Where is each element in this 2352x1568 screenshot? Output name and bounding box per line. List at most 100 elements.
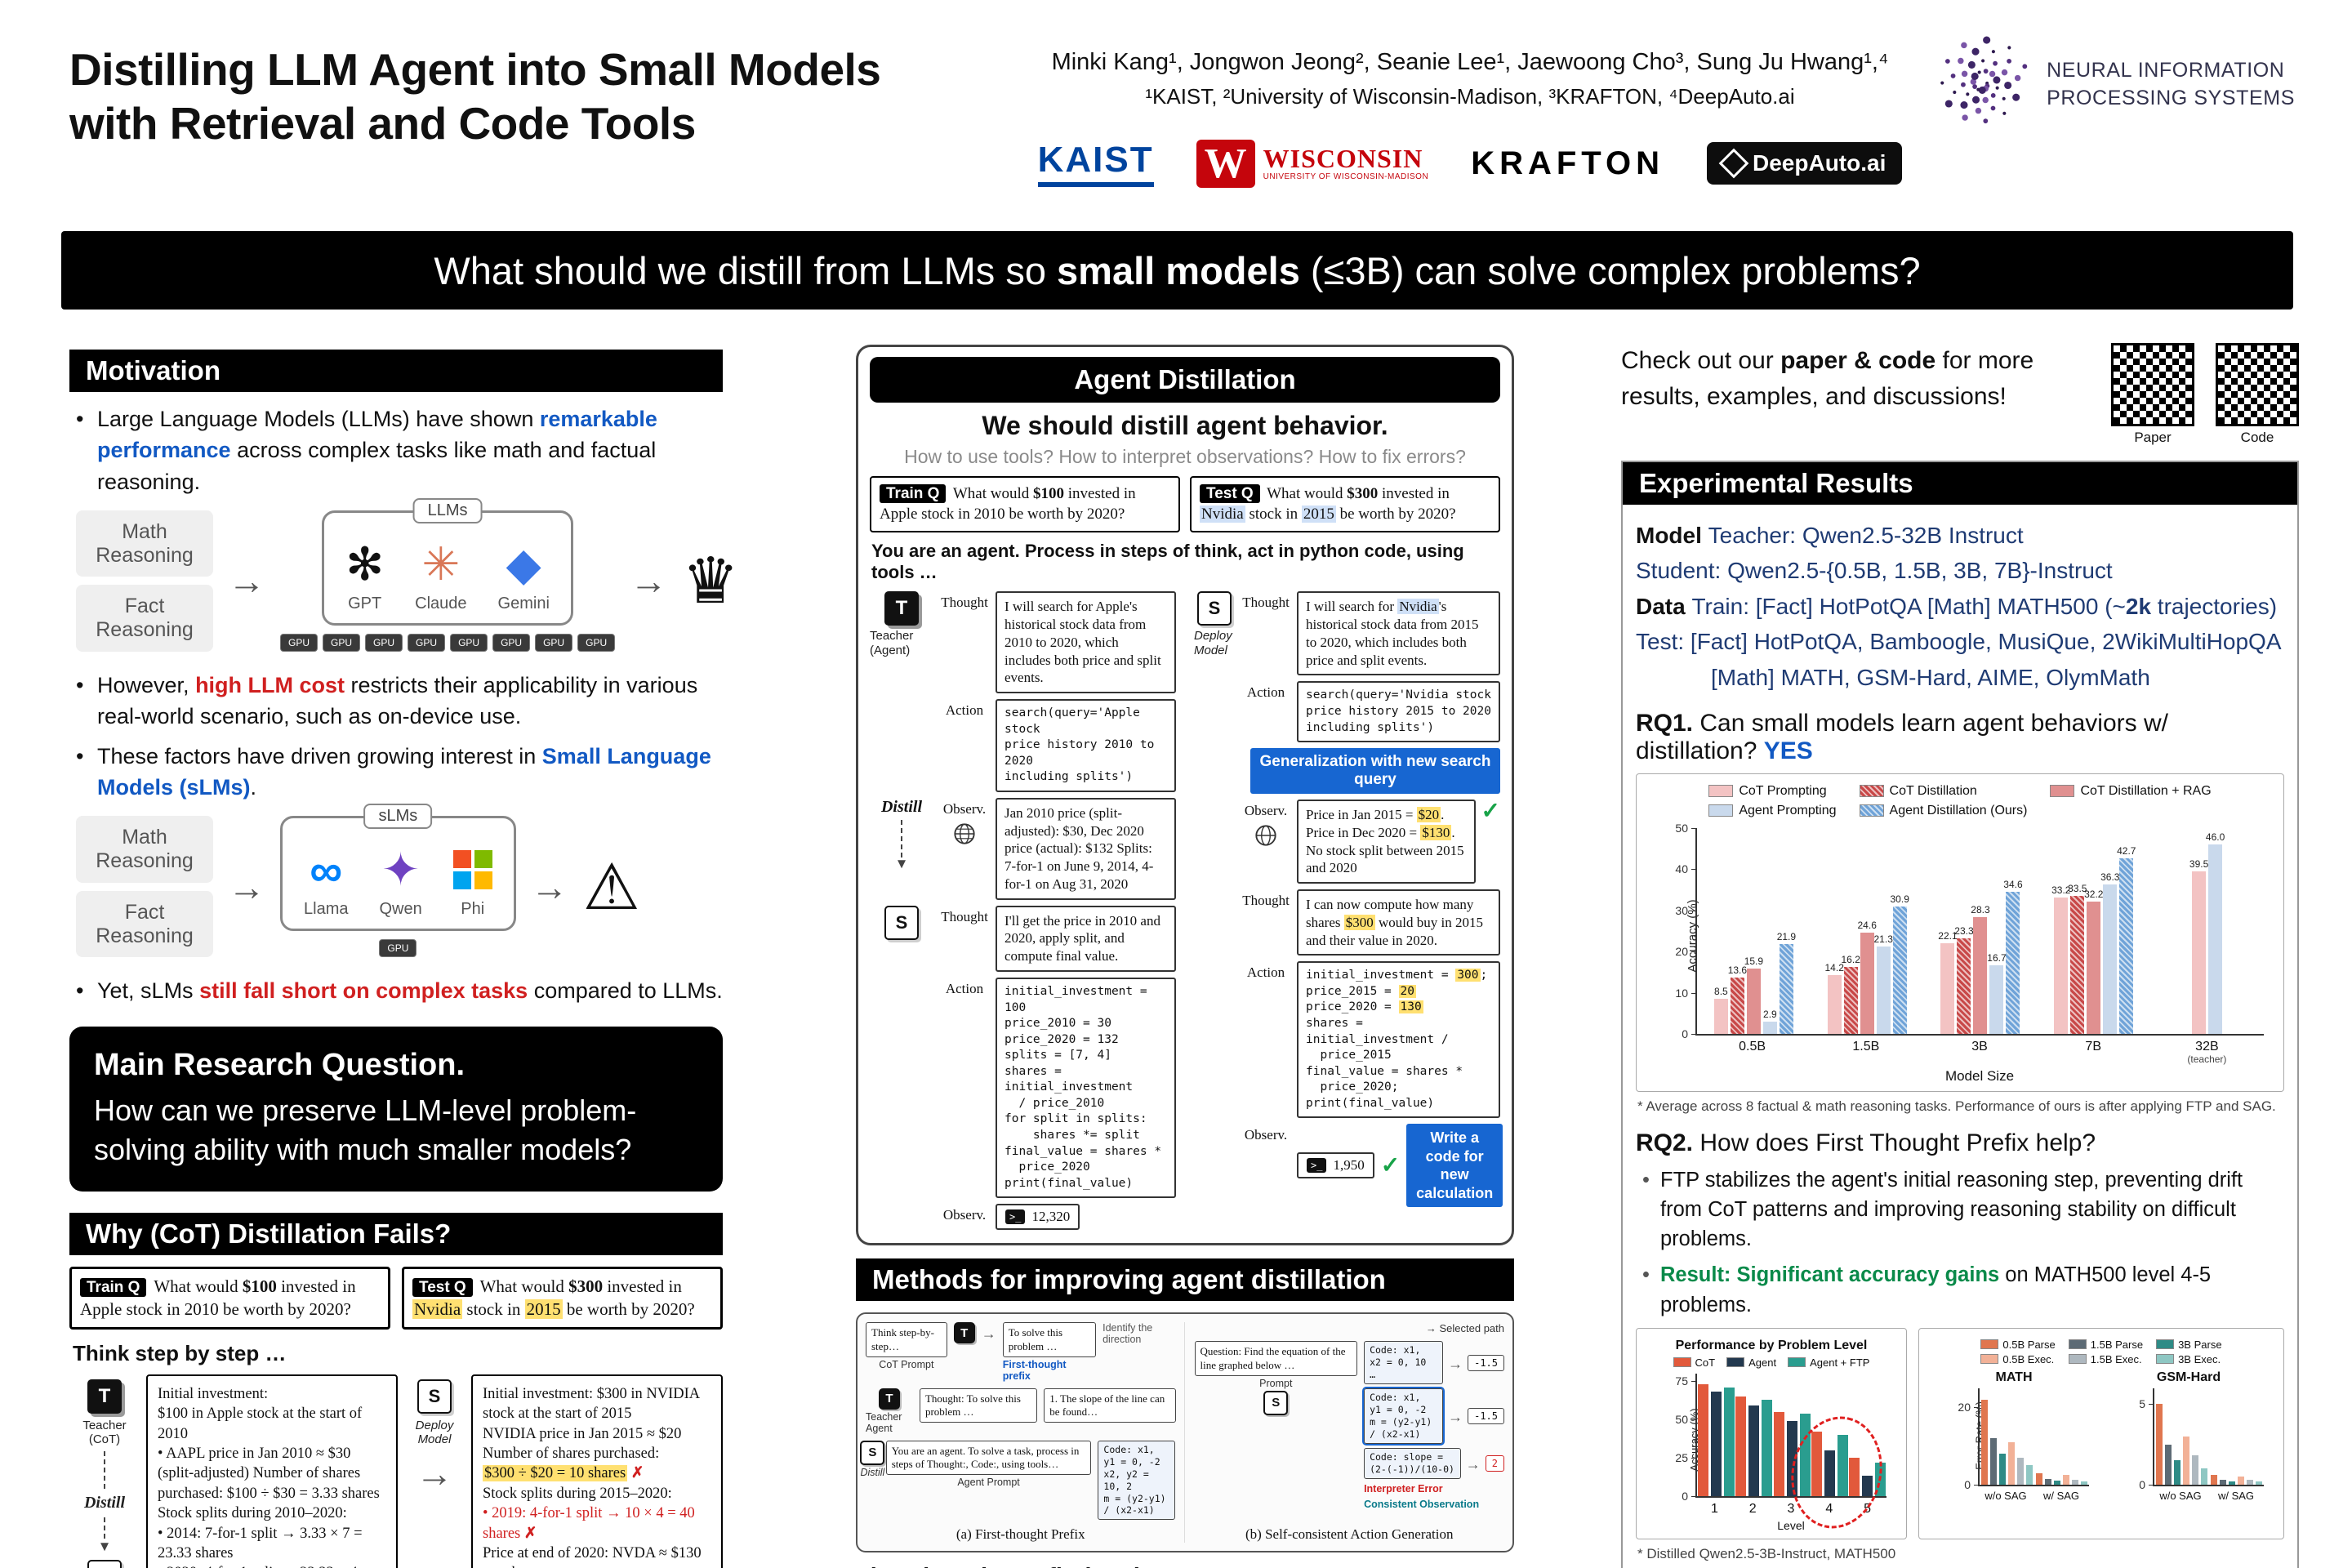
identify-direction-note: Identify the direction — [1102, 1322, 1153, 1346]
deploy-rail: S Deploy Model → — [404, 1374, 465, 1568]
deepauto-logo: DeepAuto.ai — [1707, 142, 1903, 185]
level-chart-title: Performance by Problem Level — [1675, 1338, 1868, 1352]
wisconsin-logo: W WISCONSIN UNIVERSITY OF WISCONSIN-MADI… — [1196, 139, 1429, 188]
agent-question-row: Train Q What would $100 invested in Appl… — [870, 476, 1500, 533]
deepauto-cube-icon — [1718, 148, 1749, 179]
main-research-question: Main Research Question. How can we prese… — [69, 1026, 723, 1192]
gpt-icon: ✻ — [345, 537, 385, 590]
cot-question-row: Train Q What would $100 invested in Appl… — [69, 1266, 723, 1330]
agent-questions: How to use tools? How to interpret obser… — [904, 446, 1466, 467]
experimental-results-header: Experimental Results — [1623, 462, 2297, 505]
rq2-footnote: * Distilled Qwen2.5-3B-Instruct, MATH500 — [1637, 1546, 1896, 1562]
ftp-diagram: Think step-by-step… CoT Prompt T → To so… — [860, 1322, 1185, 1544]
code-qr-code — [2216, 343, 2299, 426]
bar-group: 8.5 13.6 15.9 2.9 21.9 — [1697, 828, 1811, 1034]
thought-label: Thought — [1242, 893, 1290, 909]
gpu-row-slm: GPU — [379, 939, 417, 958]
teacher-rail: T Teacher (CoT) Distill ▼ S — [69, 1374, 140, 1568]
sag-diagram-caption: (b) Self-consistent Action Generation — [1245, 1526, 1454, 1543]
arrow-down-icon: ▼ — [894, 855, 909, 871]
level-xlabel: Level — [1777, 1519, 1805, 1533]
question-box: Question: Find the equation of the line … — [1194, 1341, 1358, 1376]
bar — [2192, 1455, 2198, 1485]
bar — [1697, 1383, 1708, 1496]
gpu-row-llm: GPU GPU GPU GPU GPU GPU GPU GPU — [280, 633, 616, 652]
student-thought-1: I will search for Nvidia's historical st… — [1297, 591, 1500, 676]
teacher-agent-caption: Teacher Agent — [866, 1410, 902, 1434]
gpu-chip: GPU — [492, 633, 531, 652]
student-icon: S — [884, 905, 919, 940]
cot-distillation-diagram: T Teacher (CoT) Distill ▼ S Initial inve… — [69, 1374, 723, 1568]
bar — [2072, 1480, 2078, 1485]
bar — [1710, 1392, 1722, 1496]
neurips-text-line2: PROCESSING SYSTEMS — [2047, 87, 2295, 109]
legend-item: 1.5B Parse — [2068, 1339, 2143, 1351]
math-error-chart: MATH Error Rate (%) 0 20 w/o SAG w/ SAG — [1931, 1370, 2097, 1502]
bar — [2165, 1444, 2172, 1485]
gpu-chip: GPU — [577, 633, 616, 652]
agent-system-prompt: You are an agent. Process in steps of th… — [871, 541, 1464, 583]
rq1-plot: 0 10 20 30 40 50 8.5 13.6 15.9 2.9 21.9 14.2 16.2 24.… — [1675, 822, 2264, 1040]
bar-group — [1811, 1374, 1848, 1496]
level-legend: CoT Agent Agent + FTP — [1648, 1356, 1895, 1369]
legend-item: CoT Distillation + RAG — [2050, 784, 2212, 799]
gpu-chip: GPU — [323, 633, 361, 652]
authors: Minki Kang¹, Jongwon Jeong², Seanie Lee¹… — [1051, 49, 1889, 75]
llm-group-box: LLMs ✻ GPT ✳ Claude ◆ Gemini — [322, 497, 573, 626]
legend-item: 3B Exec. — [2156, 1353, 2221, 1365]
bar — [2045, 1478, 2051, 1485]
bar: 32.2 — [2084, 889, 2103, 1034]
legend-item: CoT Prompting — [1708, 784, 1836, 799]
distill-arrow — [901, 819, 902, 858]
teacher-agent-caption: Teacher (Agent) — [870, 629, 914, 657]
neurips-swirl-icon — [1940, 36, 2028, 124]
bar: 16.7 — [1987, 952, 2007, 1034]
action-label: Action — [1246, 684, 1285, 701]
teacher-icon: T — [884, 591, 919, 626]
bar — [1762, 1399, 1773, 1496]
slm-pipeline-diagram: Math Reasoning Fact Reasoning → sLMs ∞ L… — [76, 804, 723, 958]
distill-caption: Distill — [860, 1466, 885, 1478]
legend-item: 1.5B Exec. — [2068, 1353, 2143, 1365]
legend-item: CoT Distillation — [1859, 784, 2028, 799]
sag-diagram: → Selected path Question: Find the equat… — [1194, 1322, 1504, 1543]
data-test-math-line: [Math] MATH, GSM-Hard, AIME, OlymMath — [1711, 664, 2150, 690]
globe-icon — [1255, 825, 1276, 846]
math-chart-title: MATH — [1995, 1370, 2033, 1384]
legend-item: Agent Distillation (Ours) — [1859, 804, 2027, 818]
bar — [2081, 1481, 2087, 1485]
data-train-line: Data Train: [Fact] HotPotQA [Math] MATH5… — [1636, 593, 2278, 619]
arrow-down-icon: ▼ — [97, 1539, 112, 1555]
bar-group — [2034, 1388, 2089, 1485]
arrow-right-icon: → — [228, 865, 265, 908]
agent-distillation-panel: Agent Distillation We should distill age… — [856, 345, 1514, 1246]
fact-reasoning-box: Fact Reasoning — [76, 585, 213, 652]
claude-model: ✳ Claude — [415, 537, 466, 613]
affiliations: ¹KAIST, ²University of Wisconsin-Madison… — [1145, 84, 1795, 109]
bar — [1811, 1432, 1822, 1496]
gemini-model: ◆ Gemini — [498, 537, 550, 613]
bar — [1735, 1396, 1747, 1496]
legend-item: Agent Prompting — [1708, 804, 1837, 818]
observ-label: Observ. — [942, 800, 987, 817]
model-student-line: Student: Qwen2.5-{0.5B, 1.5B, 3B, 7B}-In… — [1636, 558, 2113, 584]
action-candidates: Code: x1, x2 = 0, 10 … → -1.5 Code: x1, … — [1362, 1341, 1504, 1510]
teacher-cot-output: Initial investment: $100 in Apple stock a… — [146, 1374, 398, 1568]
level-chart: Performance by Problem Level CoT Agent A… — [1636, 1327, 1907, 1540]
teacher-observation-1: Jan 2010 price (split-adjusted): $30, De… — [996, 797, 1176, 900]
bar: 39.5 — [2189, 858, 2208, 1034]
bar: 42.7 — [2117, 845, 2136, 1034]
observ-label: Observ. — [942, 1207, 987, 1223]
math-reasoning-box: Math Reasoning — [76, 816, 213, 883]
slope-box: 1. The slope of the line can be found… — [1044, 1388, 1176, 1423]
teacher-trace: T Teacher (Agent) Thought I will search … — [870, 591, 1176, 1231]
gpu-chip: GPU — [535, 633, 573, 652]
bar-group: 22.1 23.3 28.3 16.7 34.6 — [1924, 828, 2038, 1034]
wisconsin-subtitle: UNIVERSITY OF WISCONSIN-MADISON — [1263, 172, 1429, 181]
train-question-box: Train Q What would $100 invested in Appl… — [69, 1266, 390, 1330]
bar — [2017, 1457, 2024, 1485]
teacher-action-1: search(query='Apple stock price history … — [996, 699, 1176, 792]
agent-tagline: We should distill agent behavior. — [982, 411, 1388, 440]
mrq-body: How can we preserve LLM-level problem-so… — [94, 1093, 637, 1167]
